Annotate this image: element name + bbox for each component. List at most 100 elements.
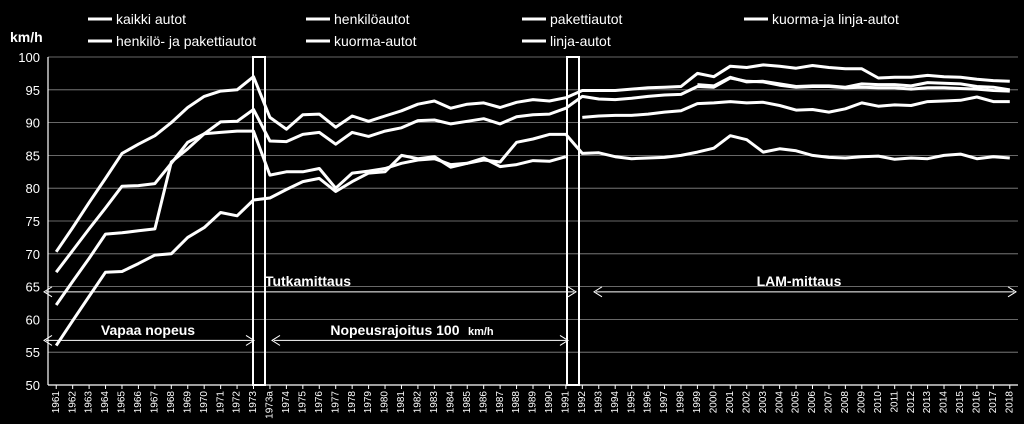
y-axis: 50 55 60 65 70 75 80 85 90 95 100 (18, 50, 1018, 393)
series-line (697, 75, 1011, 92)
annotation-tutkamittaus: Tutkamittaus (265, 273, 351, 289)
annotation-nopeusrajoitus: Nopeusrajoitus 100 km/h (330, 322, 494, 339)
series-line (55, 76, 1010, 274)
x-tick-label: 1987 (495, 391, 506, 414)
x-tick-label: 1968 (166, 391, 177, 414)
legend-label: pakettiautot (550, 11, 622, 27)
x-tick-label: 1977 (330, 391, 341, 414)
legend-item: henkilöautot (306, 11, 410, 27)
y-tick-label: 55 (26, 345, 40, 360)
arrow-tutkamittaus (43, 286, 577, 298)
x-tick-label: 1976 (314, 391, 325, 414)
x-tick-label: 1965 (117, 391, 128, 414)
x-tick-label: 1978 (347, 391, 358, 414)
y-tick-label: 90 (26, 116, 40, 131)
x-tick-label: 1961 (51, 391, 62, 414)
period-markers (252, 56, 580, 386)
series-lines (54, 63, 1011, 347)
legend-label: kuorma-ja linja-autot (772, 11, 899, 27)
x-tick-label: 2006 (807, 391, 818, 414)
x-tick-label: 1997 (659, 391, 670, 414)
x-tick-label: 1980 (380, 391, 391, 414)
x-tick-label: 1973 (248, 391, 259, 414)
x-tick-label: 1967 (150, 391, 161, 414)
x-tick-label: 2018 (1004, 391, 1015, 414)
x-tick-label: 1970 (199, 391, 210, 414)
x-tick-label: 1972 (232, 391, 243, 414)
y-tick-label: 50 (26, 378, 40, 393)
x-tick-label: 2013 (922, 391, 933, 414)
legend-label: kuorma-autot (334, 33, 417, 49)
x-tick-label: 2011 (889, 391, 900, 413)
x-tick-label: 2016 (972, 391, 983, 414)
x-tick-label: 1990 (544, 391, 555, 414)
x-tick-label: 1966 (133, 391, 144, 414)
x-tick-label: 1964 (100, 391, 111, 414)
x-tick-label: 1985 (462, 391, 473, 414)
x-tick-label: 1998 (676, 391, 687, 414)
series-line (582, 95, 1010, 119)
x-tick-label: 1988 (511, 391, 522, 414)
x-tick-label: 1971 (215, 391, 226, 414)
x-tick-label: 2008 (840, 391, 851, 414)
y-tick-label: 100 (18, 50, 40, 65)
legend-item: kuorma-autot (306, 33, 417, 49)
x-tick-label: 1979 (363, 391, 374, 414)
x-tick-label: 1989 (528, 391, 539, 414)
x-tick-label: 1994 (610, 391, 621, 414)
x-tick-label: 2017 (988, 391, 999, 414)
x-tick-label: 2010 (873, 391, 884, 414)
x-tick-label: 1992 (577, 391, 588, 414)
x-tick-label: 1974 (281, 391, 292, 414)
period-arrows (43, 286, 1017, 346)
x-tick-label: 1983 (429, 391, 440, 414)
annotation-lam-mittaus: LAM-mittaus (757, 273, 842, 289)
x-tick-label: 1975 (297, 391, 308, 414)
arrow-vapaa-nopeus (43, 334, 255, 346)
x-tick-label: 1995 (626, 391, 637, 414)
legend-item: linja-autot (522, 33, 611, 49)
legend-item: pakettiautot (522, 11, 622, 27)
x-tick-label: 1996 (643, 391, 654, 414)
x-tick-label: 2009 (856, 391, 867, 414)
y-tick-label: 65 (26, 280, 40, 295)
x-tick-label: 1993 (593, 391, 604, 414)
x-tick-label: 1963 (84, 391, 95, 414)
x-tick-label: 1969 (182, 391, 193, 414)
x-tick-label: 1982 (413, 391, 424, 414)
annotation-vapaa-nopeus: Vapaa nopeus (101, 322, 195, 338)
y-tick-label: 70 (26, 247, 40, 262)
x-tick-label: 1984 (445, 391, 456, 414)
x-tick-label: 2000 (708, 391, 719, 414)
legend-label: kaikki autot (116, 11, 186, 27)
grid (48, 56, 1018, 353)
x-tick-label: 2015 (955, 391, 966, 414)
x-tick-label: 2005 (791, 391, 802, 414)
break-marker-1991 (566, 56, 580, 386)
x-tick-label: 2001 (725, 391, 736, 414)
x-tick-label: 2007 (824, 391, 835, 414)
x-axis: 1961 1962 1963 1964 1965 1966 1967 1968 1969 1970… (51, 385, 1015, 419)
break-marker-1973 (252, 56, 266, 386)
x-tick-label: 2002 (741, 391, 752, 414)
y-tick-label: 85 (26, 148, 40, 163)
x-tick-label: 2014 (939, 391, 950, 414)
y-tick-label: 95 (26, 83, 40, 98)
x-tick-label: 1973a (265, 391, 276, 419)
series-line (54, 129, 1010, 306)
legend-item: kaikki autot (88, 11, 186, 27)
x-tick-label: 2004 (774, 391, 785, 414)
series-line (54, 63, 1010, 253)
x-tick-label: 1962 (67, 391, 78, 414)
arrow-lam-mittaus (593, 286, 1017, 298)
x-tick-label: 1991 (561, 391, 572, 414)
legend-label: linja-autot (550, 33, 611, 49)
x-tick-label: 1981 (396, 391, 407, 414)
x-tick-label: 1999 (692, 391, 703, 414)
legend-label: henkilö- ja pakettiautot (116, 33, 256, 49)
x-tick-label: 1986 (478, 391, 489, 414)
x-tick-label: 2012 (906, 391, 917, 414)
y-tick-label: 75 (26, 214, 40, 229)
legend-item: kuorma-ja linja-autot (744, 11, 899, 27)
